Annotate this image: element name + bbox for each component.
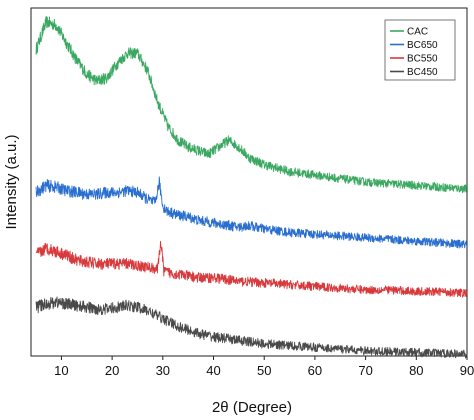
series-line-bc450 bbox=[35, 296, 468, 359]
x-tick-label: 40 bbox=[206, 363, 220, 378]
x-tick-label: 70 bbox=[358, 363, 372, 378]
x-tick-label: 50 bbox=[257, 363, 271, 378]
plot-frame bbox=[30, 7, 468, 357]
x-tick-label: 60 bbox=[308, 363, 322, 378]
x-tick-label: 90 bbox=[460, 363, 474, 378]
x-tick-label: 30 bbox=[156, 363, 170, 378]
series-line-bc650 bbox=[35, 176, 468, 249]
legend-label-cac: CAC bbox=[407, 27, 428, 38]
legend-label-bc450: BC450 bbox=[407, 67, 438, 78]
legend-label-bc550: BC550 bbox=[407, 54, 438, 65]
legend-box bbox=[384, 19, 456, 81]
legend: CAC BC650 BC550 BC450 bbox=[384, 19, 456, 81]
series-layer bbox=[35, 16, 468, 359]
x-tick-label: 80 bbox=[409, 363, 423, 378]
x-axis-ticks: 10 20 30 40 50 60 70 80 90 bbox=[54, 356, 474, 378]
x-tick-label: 10 bbox=[54, 363, 68, 378]
legend-label-bc650: BC650 bbox=[407, 40, 438, 51]
x-tick-label: 20 bbox=[105, 363, 119, 378]
series-line-cac bbox=[35, 16, 468, 194]
x-axis-title: 2θ (Degree) bbox=[212, 399, 292, 416]
series-line-bc550 bbox=[35, 240, 468, 298]
y-axis-title: Intensity (a.u.) bbox=[3, 134, 20, 229]
